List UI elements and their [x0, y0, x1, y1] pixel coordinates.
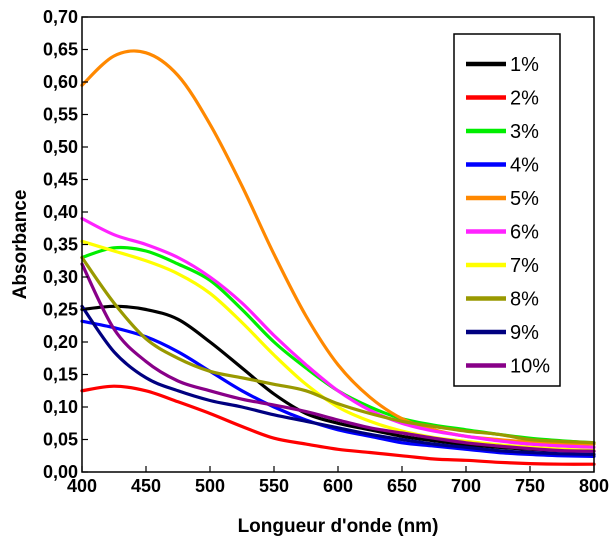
x-tick-label: 600	[323, 476, 353, 496]
y-tick-label: 0,65	[43, 40, 78, 60]
legend-label: 1%	[510, 54, 539, 76]
x-tick-label: 700	[451, 476, 481, 496]
series-line-8pct	[80, 255, 596, 445]
series-line-10pct	[80, 262, 596, 453]
legend-label: 9%	[510, 322, 539, 344]
y-tick-label: 0,30	[43, 267, 78, 287]
x-tick-label: 450	[131, 476, 161, 496]
x-tick-label: 500	[195, 476, 225, 496]
legend-label: 10%	[510, 356, 550, 378]
y-tick-label: 0,00	[43, 462, 78, 482]
y-axis-title: Absorbance	[10, 190, 31, 300]
legend-label: 6%	[510, 222, 539, 244]
y-tick-label: 0,10	[43, 397, 78, 417]
y-tick-label: 0,45	[43, 170, 78, 190]
y-tick-label: 0,25	[43, 300, 78, 320]
legend-label: 8%	[510, 289, 539, 311]
x-tick-label: 550	[259, 476, 289, 496]
series-line-6pct	[80, 216, 596, 449]
series-line-4pct	[80, 319, 596, 458]
y-tick-label: 0,35	[43, 235, 78, 255]
legend-label: 7%	[510, 255, 539, 277]
series-line-2pct	[80, 384, 596, 466]
legend-label: 3%	[510, 121, 539, 143]
y-tick-label: 0,40	[43, 202, 78, 222]
axis-ticks: 0,00 0,05 0,10 0,15 0,20 0,25 0,30 0,35 0,40 0,45…	[43, 7, 609, 496]
y-tick-label: 0,05	[43, 430, 78, 450]
legend: 1% 2% 3% 4% 5% 6% 7% 8% 9% 10%	[453, 33, 561, 387]
x-tick-label: 650	[387, 476, 417, 496]
x-axis-title: Longueur d'onde (nm)	[238, 516, 439, 537]
x-tick-label: 800	[579, 476, 609, 496]
y-tick-label: 0,55	[43, 105, 78, 125]
legend-label: 4%	[510, 155, 539, 177]
x-tick-label: 750	[515, 476, 545, 496]
series-line-9pct	[80, 304, 596, 456]
y-tick-label: 0,60	[43, 72, 78, 92]
series-lines	[80, 49, 596, 466]
legend-label: 2%	[510, 88, 539, 110]
y-tick-label: 0,50	[43, 137, 78, 157]
x-tick-label: 400	[67, 476, 97, 496]
legend-box	[453, 33, 561, 387]
y-tick-label: 0,15	[43, 365, 78, 385]
legend-label: 5%	[510, 188, 539, 210]
y-tick-label: 0,70	[43, 7, 78, 27]
y-tick-label: 0,20	[43, 332, 78, 352]
